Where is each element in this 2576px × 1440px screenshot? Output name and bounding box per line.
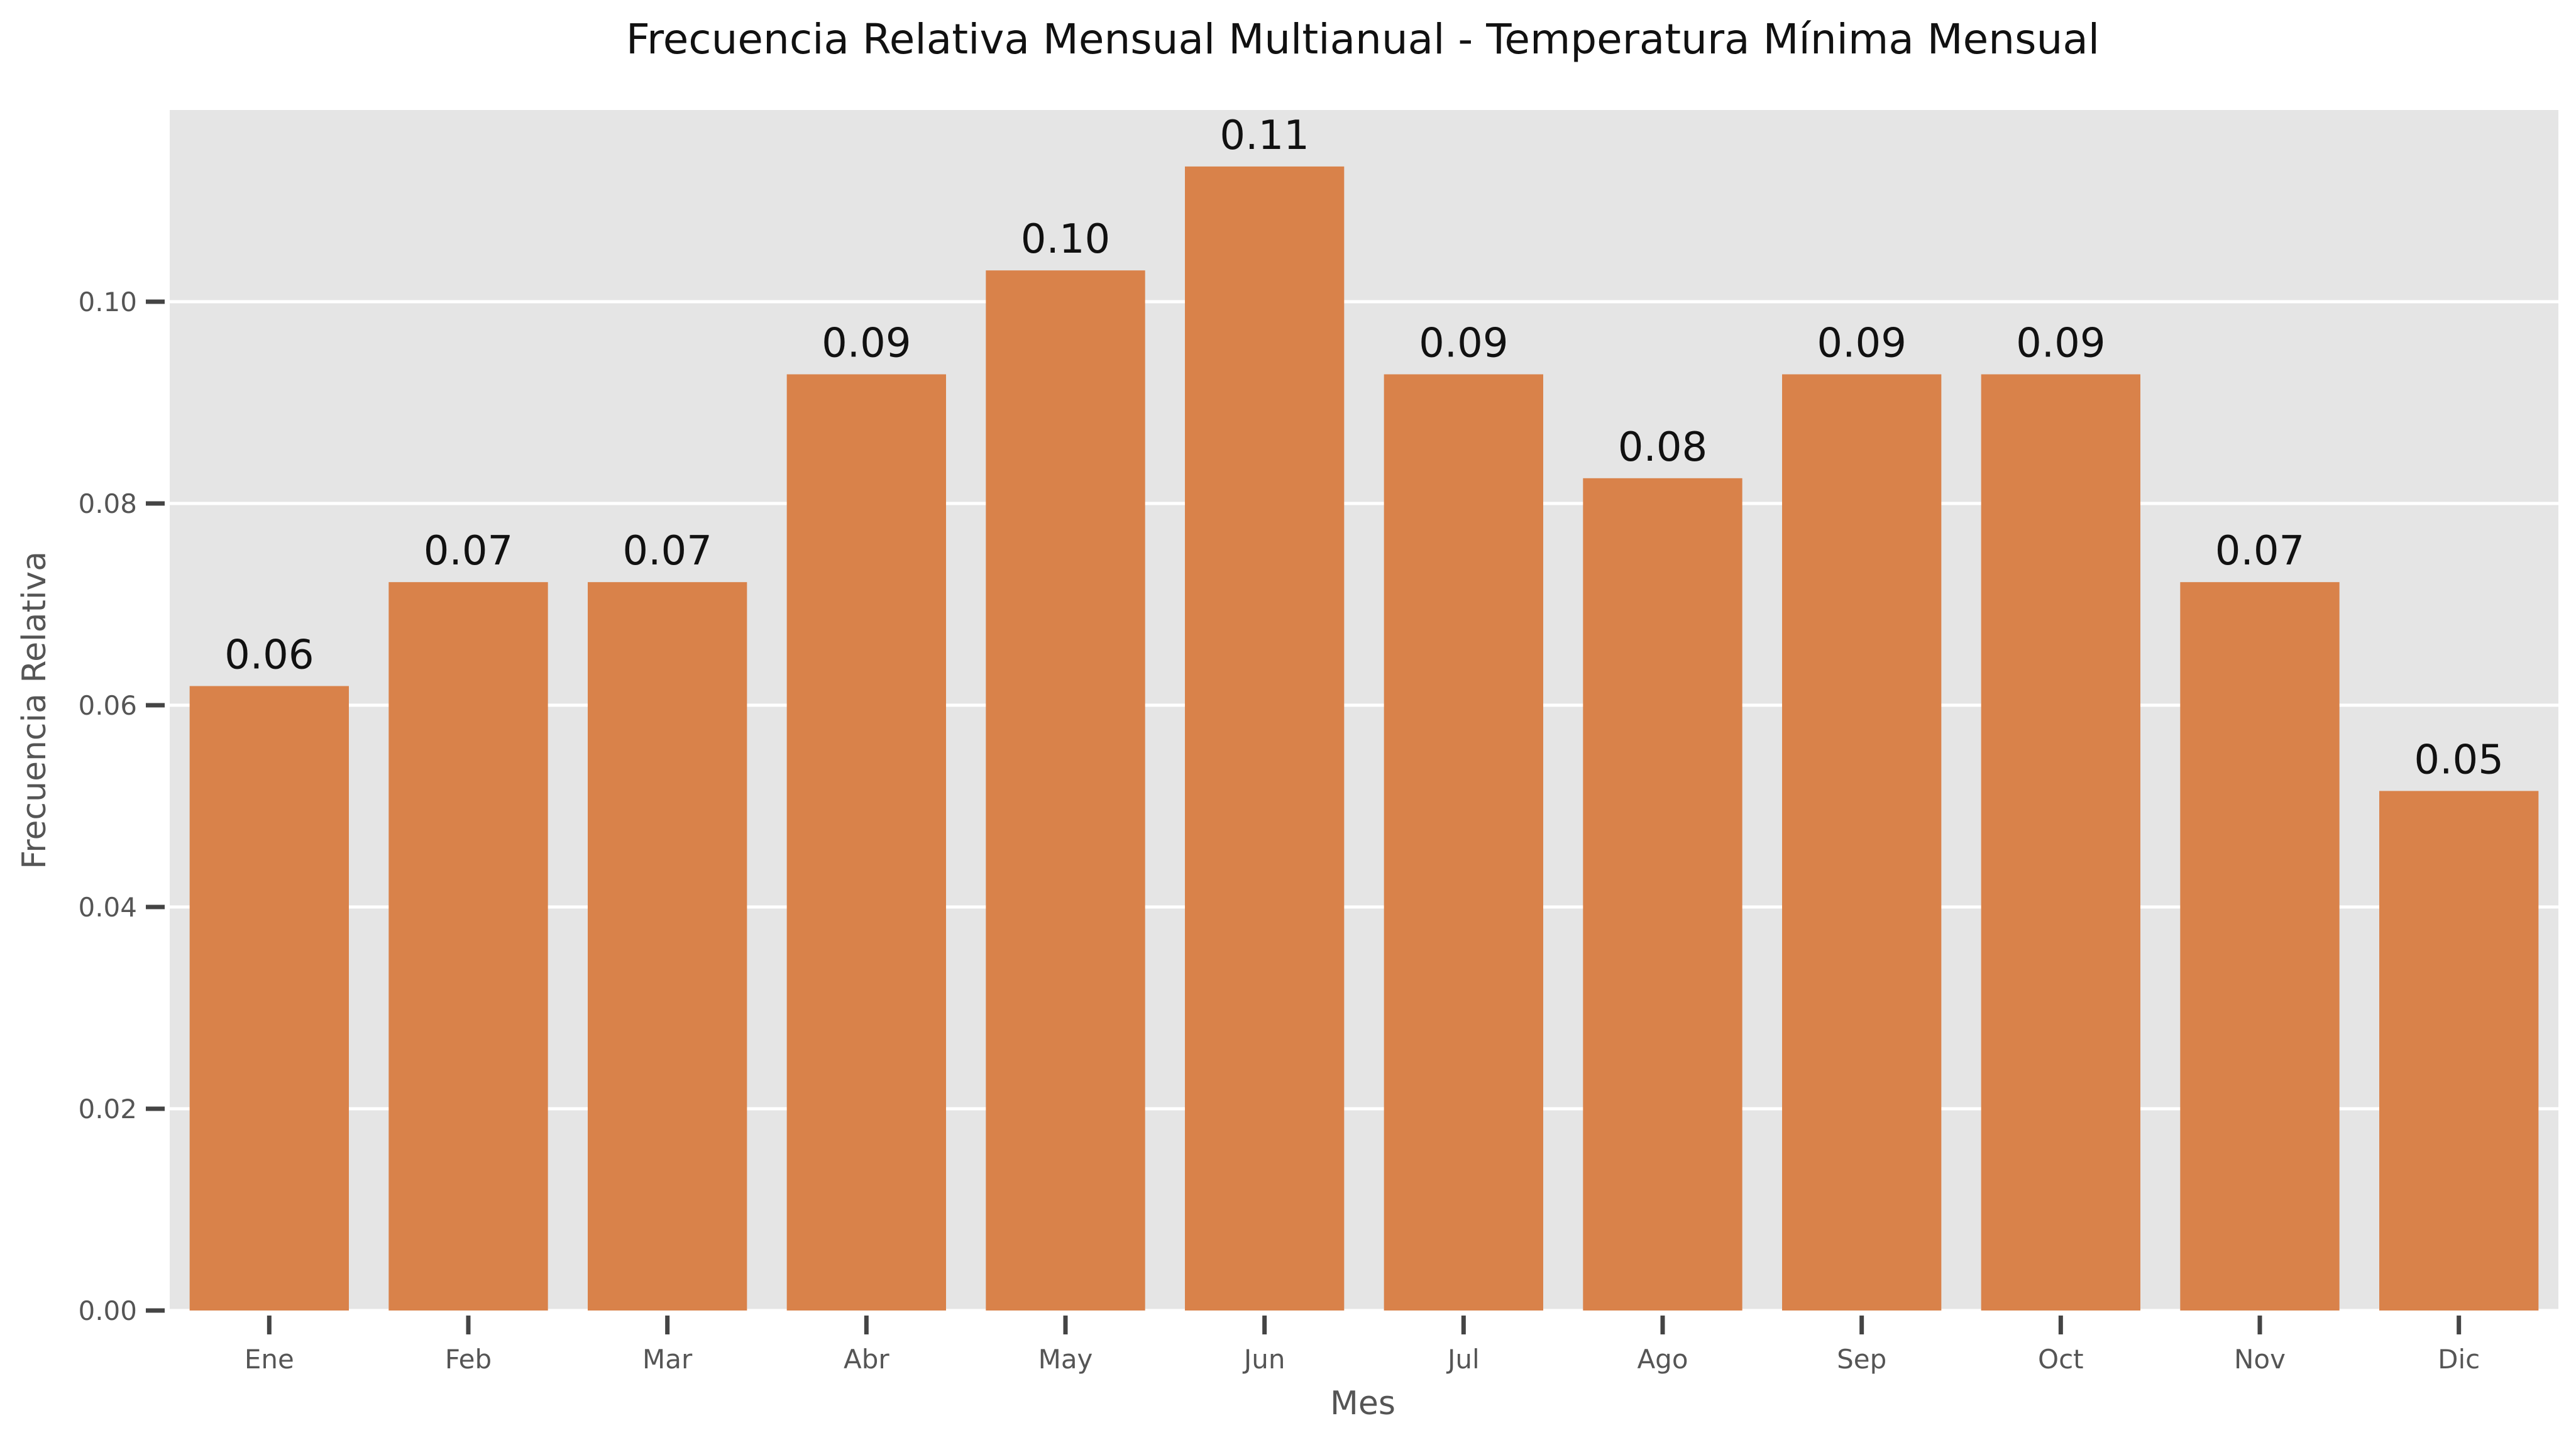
data-label-dic: 0.05 bbox=[2414, 737, 2504, 783]
data-label-jul: 0.09 bbox=[1419, 321, 1509, 367]
data-label-may: 0.10 bbox=[1021, 216, 1111, 263]
bar-dic bbox=[2379, 791, 2539, 1311]
x-tick-label-abr: Abr bbox=[844, 1344, 889, 1375]
x-tick-label-sep: Sep bbox=[1837, 1344, 1886, 1375]
gridlines bbox=[170, 300, 2558, 1312]
data-labels: 0.06 0.07 0.07 0.09 0.10 0.11 0.09 0.08 0.09 0.09… bbox=[224, 113, 2504, 784]
bar-jun bbox=[1185, 166, 1345, 1311]
x-axis-label: Mes bbox=[1330, 1385, 1395, 1422]
x-tick-label-jul: Jul bbox=[1446, 1344, 1480, 1375]
chart-title: Frecuencia Relativa Mensual Multianual -… bbox=[626, 15, 2100, 63]
x-tick-label-dic: Dic bbox=[2438, 1344, 2480, 1375]
y-tick-label: 0.06 bbox=[78, 690, 137, 721]
plot-background bbox=[170, 110, 2558, 1311]
x-tick-label-jun: Jun bbox=[1242, 1344, 1285, 1375]
x-tick-label-ago: Ago bbox=[1637, 1344, 1688, 1375]
data-label-mar: 0.07 bbox=[622, 528, 712, 574]
x-tick-label-ene: Ene bbox=[245, 1344, 294, 1375]
x-tick-label-nov: Nov bbox=[2234, 1344, 2286, 1375]
bar-sep bbox=[1782, 374, 1942, 1311]
bar-oct bbox=[1981, 374, 2140, 1311]
bar-jul bbox=[1384, 374, 1543, 1311]
x-tick-label-mar: Mar bbox=[642, 1344, 693, 1375]
y-tick-label: 0.04 bbox=[78, 892, 137, 923]
y-tick-label: 0.10 bbox=[78, 287, 137, 317]
y-tick-label: 0.02 bbox=[78, 1094, 137, 1124]
data-label-jun: 0.11 bbox=[1219, 113, 1309, 159]
y-tick-label: 0.08 bbox=[78, 488, 137, 519]
x-tick-label-oct: Oct bbox=[2038, 1344, 2084, 1375]
y-tick-label: 0.00 bbox=[78, 1295, 137, 1326]
y-axis: 0.00 0.02 0.04 0.06 0.08 0.10 bbox=[78, 287, 165, 1326]
data-label-ene: 0.06 bbox=[224, 632, 314, 678]
data-label-nov: 0.07 bbox=[2215, 528, 2305, 574]
data-label-feb: 0.07 bbox=[424, 528, 514, 574]
bar-ene bbox=[189, 686, 349, 1311]
bar-abr bbox=[786, 374, 946, 1311]
bars bbox=[189, 166, 2539, 1311]
data-label-oct: 0.09 bbox=[2016, 321, 2106, 367]
bar-nov bbox=[2180, 582, 2340, 1311]
y-axis-label: Frecuencia Relativa bbox=[16, 551, 53, 869]
bar-may bbox=[986, 270, 1145, 1311]
x-tick-label-feb: Feb bbox=[445, 1344, 492, 1375]
bar-ago bbox=[1583, 478, 1742, 1311]
data-label-sep: 0.09 bbox=[1817, 321, 1907, 367]
data-label-ago: 0.08 bbox=[1618, 424, 1708, 471]
bar-mar bbox=[588, 582, 747, 1311]
x-axis: Ene Feb Mar Abr May Jun Jul Ago Sep Oct Nov Dic bbox=[245, 1316, 2480, 1375]
bar-feb bbox=[388, 582, 548, 1311]
x-tick-label-may: May bbox=[1038, 1344, 1093, 1375]
data-label-abr: 0.09 bbox=[822, 321, 911, 367]
